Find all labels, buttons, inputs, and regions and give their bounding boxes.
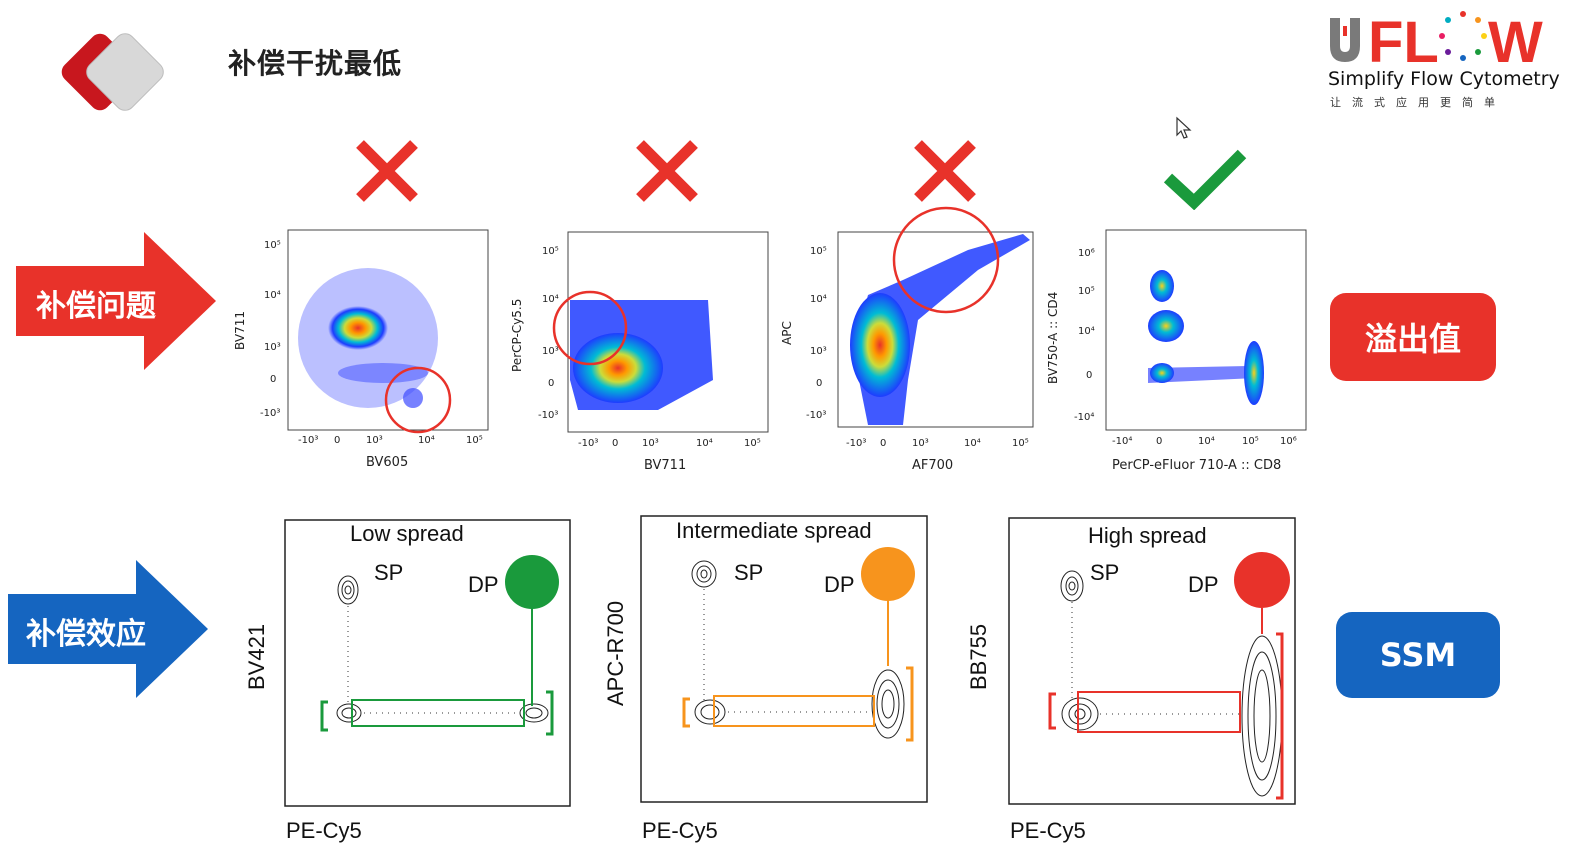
- page-title: 补偿干扰最低: [228, 47, 403, 80]
- x-tick: 10⁵: [744, 438, 761, 449]
- y-tick: -10³: [260, 408, 281, 419]
- x-axis-label: BV605: [366, 455, 409, 470]
- y-tick: 10⁵: [1078, 286, 1095, 297]
- y-tick: -10³: [538, 410, 559, 421]
- spread-title: High spread: [1088, 523, 1207, 548]
- dp-label: DP: [1188, 572, 1219, 597]
- y-tick: 10⁴: [810, 294, 827, 305]
- cross-icon: [914, 140, 976, 202]
- right-arrow-icon: [16, 232, 216, 370]
- y-tick: 10³: [542, 346, 559, 357]
- y-tick: 10³: [810, 346, 827, 357]
- x-tick: 0: [334, 435, 341, 446]
- y-axis-label: BV711: [233, 311, 247, 350]
- mouse-cursor-icon: [1176, 116, 1192, 139]
- ssm-button[interactable]: SSM: [1336, 612, 1500, 698]
- x-axis-label: BV711: [644, 458, 687, 473]
- x-tick: 10³: [366, 435, 383, 446]
- dp-label: DP: [824, 572, 855, 597]
- x-tick: 10⁵: [466, 435, 483, 446]
- row-label-effect: 补偿效应: [8, 560, 208, 698]
- x-tick: -10³: [298, 435, 319, 446]
- right-arrow-icon: [8, 560, 208, 698]
- y-tick: 0: [270, 374, 277, 385]
- x-axis-label: PE-Cy5: [286, 818, 362, 843]
- x-tick: 10⁴: [964, 438, 981, 449]
- x-axis-label: PerCP-eFluor 710-A :: CD8: [1112, 458, 1282, 473]
- row-label-problem: 补偿问题: [16, 232, 216, 370]
- y-tick: 10³: [264, 342, 281, 353]
- y-axis-label: APC: [780, 321, 794, 345]
- y-tick: -10³: [806, 410, 827, 421]
- x-tick: 10³: [912, 438, 929, 449]
- x-axis-label: PE-Cy5: [1010, 818, 1086, 843]
- y-tick: 10⁵: [542, 246, 559, 257]
- row-label-effect-text: 补偿效应: [26, 617, 146, 652]
- dot-plot-3: [837, 206, 1034, 428]
- x-tick: 0: [880, 438, 887, 449]
- cross-icon: [636, 140, 698, 202]
- dp-label: DP: [468, 572, 499, 597]
- y-axis-label: BV421: [244, 623, 269, 690]
- y-axis-label: BB755: [966, 623, 991, 690]
- dot-plot-2: [552, 231, 769, 433]
- x-tick: -10³: [578, 438, 599, 449]
- y-axis-label: BV750-A :: CD4: [1046, 291, 1060, 384]
- spread-plot-high: [1008, 517, 1296, 805]
- y-tick: 10⁴: [542, 294, 559, 305]
- y-tick: -10⁴: [1074, 412, 1095, 423]
- x-tick: 10⁴: [1198, 436, 1215, 447]
- brand-tagline: Simplify Flow Cytometry: [1328, 68, 1560, 90]
- cross-icon: [356, 140, 418, 202]
- overflow-button[interactable]: 溢出值: [1330, 293, 1496, 381]
- y-tick: 10⁴: [264, 290, 281, 301]
- x-tick: -10⁴: [1112, 436, 1133, 447]
- row-label-problem-text: 补偿问题: [36, 289, 156, 324]
- svg-text:W: W: [1488, 10, 1543, 68]
- brand-tagline-cn: 让流式应用更简单: [1330, 96, 1506, 109]
- y-axis-label: PerCP-Cy5.5: [510, 298, 524, 372]
- sp-label: SP: [734, 560, 764, 585]
- x-tick: 10⁵: [1242, 436, 1259, 447]
- y-tick: 10⁵: [264, 240, 281, 251]
- x-tick: 10⁵: [1012, 438, 1029, 449]
- x-tick: 10⁴: [696, 438, 713, 449]
- sp-label: SP: [374, 560, 404, 585]
- x-tick: 0: [1156, 436, 1163, 447]
- spread-title: Intermediate spread: [676, 518, 872, 543]
- y-tick: 0: [816, 378, 823, 389]
- x-tick: 10³: [642, 438, 659, 449]
- check-icon: [1163, 149, 1247, 210]
- y-tick: 10⁵: [810, 246, 827, 257]
- uflow-wordmark: FL W: [1330, 10, 1543, 75]
- y-axis-label: APC-R700: [603, 600, 628, 706]
- brand-logo: FL W Simplify Flow Cytometry 让流式应用更简单: [1320, 6, 1565, 116]
- dot-plot-4: [1105, 229, 1307, 431]
- dot-plot-1: [287, 229, 489, 434]
- svg-text:FL: FL: [1368, 10, 1439, 68]
- x-tick: 10⁴: [418, 435, 435, 446]
- x-tick: -10³: [846, 438, 867, 449]
- sp-label: SP: [1090, 560, 1120, 585]
- x-axis-label: PE-Cy5: [642, 818, 718, 843]
- y-tick: 10⁴: [1078, 326, 1095, 337]
- y-tick: 0: [1086, 370, 1093, 381]
- y-tick: 0: [548, 378, 555, 389]
- y-tick: 10⁶: [1078, 248, 1095, 259]
- logo-mark: [61, 33, 164, 111]
- spread-plot-low: [284, 519, 571, 807]
- x-tick: 10⁶: [1280, 436, 1297, 447]
- spread-title: Low spread: [350, 521, 464, 546]
- x-tick: 0: [612, 438, 619, 449]
- x-axis-label: AF700: [912, 458, 954, 473]
- spread-plot-intermediate: [640, 515, 928, 803]
